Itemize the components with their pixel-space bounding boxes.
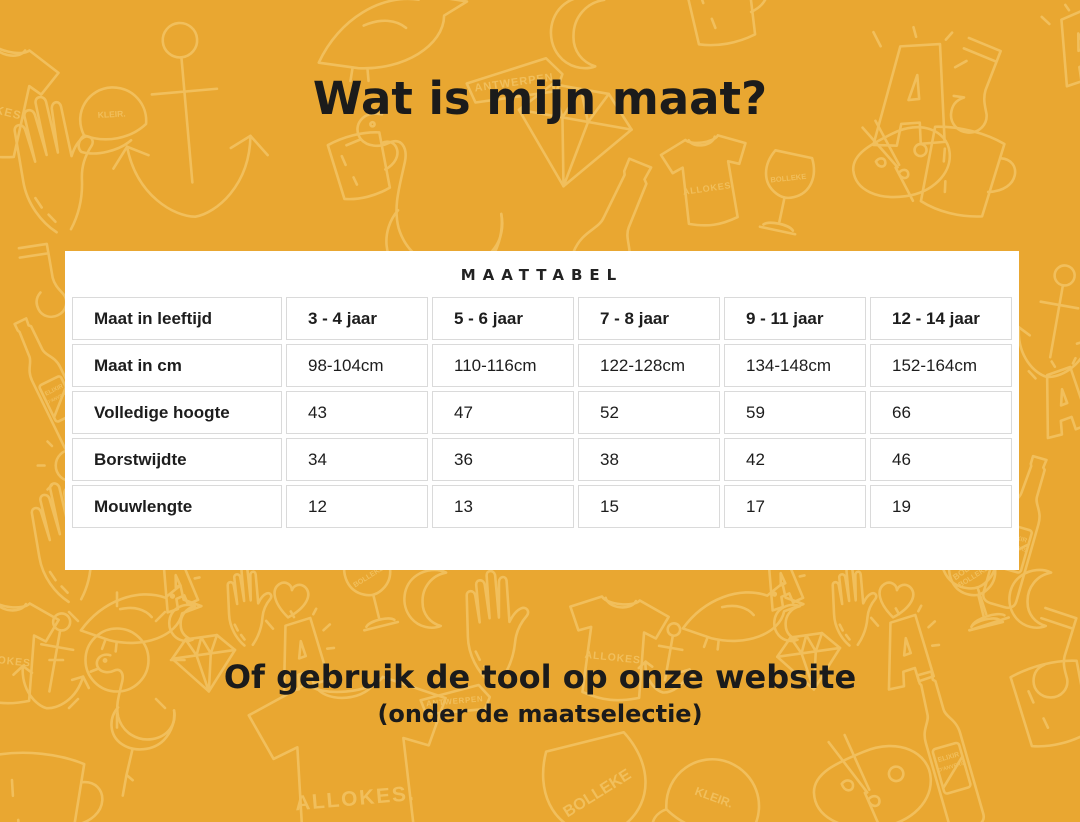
table-cell: 12 bbox=[286, 485, 428, 528]
doodle-goblet-icon bbox=[753, 148, 818, 237]
footer-line-1: Of gebruik de tool op onze website bbox=[223, 658, 857, 696]
table-row-volledige-hoogte: Volledige hoogte 43 47 52 59 66 bbox=[72, 391, 1012, 434]
doodle-moon-icon bbox=[396, 561, 457, 632]
header-cell-age-2: 5 - 6 jaar bbox=[432, 297, 574, 340]
table-cell: 43 bbox=[286, 391, 428, 434]
table-cell: 38 bbox=[578, 438, 720, 481]
doodle-goblet-icon bbox=[536, 730, 675, 822]
doodle-hand-icon bbox=[224, 564, 277, 648]
doodle-tshirt-icon bbox=[658, 130, 758, 232]
table-cell: 46 bbox=[870, 438, 1012, 481]
table-row-maat-in-cm: Maat in cm 98-104cm 110-116cm 122-128cm … bbox=[72, 344, 1012, 387]
doodle-mug-icon bbox=[325, 124, 408, 205]
doodle-moon-icon bbox=[164, 600, 202, 644]
doodle-palette-icon bbox=[804, 722, 940, 822]
table-cell: 98-104cm bbox=[286, 344, 428, 387]
header-cell-age-4: 9 - 11 jaar bbox=[724, 297, 866, 340]
table-cell: 122-128cm bbox=[578, 344, 720, 387]
doodle-mug-icon bbox=[0, 747, 109, 822]
doodle-moon-icon bbox=[540, 0, 618, 74]
table-row-mouwlengte: Mouwlengte 12 13 15 17 19 bbox=[72, 485, 1012, 528]
row-label: Volledige hoogte bbox=[72, 391, 282, 434]
table-cell: 42 bbox=[724, 438, 866, 481]
table-cell: 13 bbox=[432, 485, 574, 528]
doodle-bird-icon bbox=[77, 574, 205, 662]
table-cell: 47 bbox=[432, 391, 574, 434]
page-title: Wat is mijn maat? bbox=[312, 72, 768, 125]
doodle-heart-icon bbox=[875, 580, 916, 621]
size-table-card: MAATTABEL Maat in leeftijd 3 - 4 jaar 5 … bbox=[65, 251, 1019, 570]
table-cell: 52 bbox=[578, 391, 720, 434]
doodle-cap-icon bbox=[649, 750, 767, 822]
table-cell: 66 bbox=[870, 391, 1012, 434]
doodle-mug-icon bbox=[914, 120, 1024, 228]
table-cell: 110-116cm bbox=[432, 344, 574, 387]
footer-line-2: (onder de maatselectie) bbox=[377, 700, 703, 728]
table-cell: 134-148cm bbox=[724, 344, 866, 387]
table-row-borstwijdte: Borstwijdte 34 36 38 42 46 bbox=[72, 438, 1012, 481]
header-cell-age-5: 12 - 14 jaar bbox=[870, 297, 1012, 340]
doodle-heart-icon bbox=[270, 580, 311, 621]
size-table: Maat in leeftijd 3 - 4 jaar 5 - 6 jaar 7… bbox=[68, 293, 1016, 532]
doodle-sock-icon bbox=[16, 238, 71, 323]
table-cell: 36 bbox=[432, 438, 574, 481]
row-label: Borstwijdte bbox=[72, 438, 282, 481]
header-cell-age-3: 7 - 8 jaar bbox=[578, 297, 720, 340]
header-cell-label: Maat in leeftijd bbox=[72, 297, 282, 340]
table-cell: 152-164cm bbox=[870, 344, 1012, 387]
doodle-letter-a-icon bbox=[1026, 355, 1080, 441]
header-cell-age-1: 3 - 4 jaar bbox=[286, 297, 428, 340]
row-label: Mouwlengte bbox=[72, 485, 282, 528]
doodle-mug-icon bbox=[681, 0, 777, 51]
table-cell: 34 bbox=[286, 438, 428, 481]
doodle-hand-icon bbox=[829, 564, 882, 648]
table-title: MAATTABEL bbox=[460, 266, 624, 284]
table-cell: 17 bbox=[724, 485, 866, 528]
table-cell: 59 bbox=[724, 391, 866, 434]
table-cell: 15 bbox=[578, 485, 720, 528]
row-label: Maat in cm bbox=[72, 344, 282, 387]
table-header-row: Maat in leeftijd 3 - 4 jaar 5 - 6 jaar 7… bbox=[72, 297, 1012, 340]
table-cell: 19 bbox=[870, 485, 1012, 528]
